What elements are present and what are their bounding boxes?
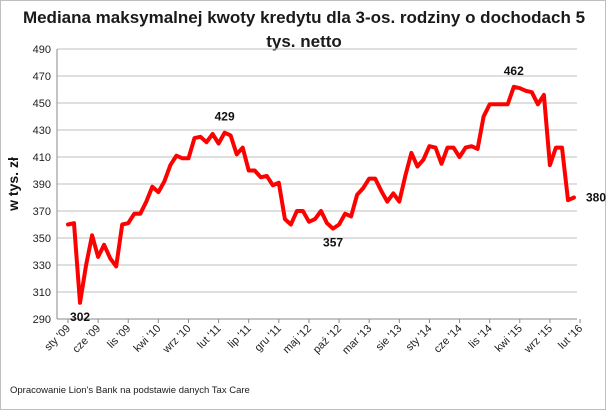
data-label: 380 xyxy=(586,191,606,205)
x-tick-label: sty '09 xyxy=(42,323,73,354)
y-tick-label: 370 xyxy=(33,206,51,218)
y-axis-ticks: 290 310 330 350 370 390 410 430 450 470 490 xyxy=(33,44,51,326)
x-tick-label: maj '12 xyxy=(281,323,314,356)
data-label: 429 xyxy=(215,110,235,124)
source-note: Opracowanie Lion's Bank na podstawie dan… xyxy=(10,385,250,396)
y-tick-label: 350 xyxy=(33,233,51,245)
y-tick-label: 490 xyxy=(33,44,51,56)
y-tick-label: 470 xyxy=(33,71,51,83)
x-tick-label: mar '13 xyxy=(340,323,374,357)
y-tick-label: 450 xyxy=(33,98,51,110)
gridlines xyxy=(56,48,577,320)
x-tick-label: cze '14 xyxy=(432,323,465,356)
x-tick-label: gru '11 xyxy=(252,323,283,354)
x-tick-label: lis '09 xyxy=(105,323,133,351)
y-tick-label: 330 xyxy=(33,260,51,272)
x-tick-label: sty '14 xyxy=(404,323,435,354)
x-tick-label: wrz '15 xyxy=(521,323,555,357)
y-tick-label: 410 xyxy=(33,152,51,164)
x-tick-label: cze '09 xyxy=(70,323,103,356)
y-axis-label: w tys. zł xyxy=(5,157,21,212)
x-tick-label: lut '11 xyxy=(195,323,223,351)
y-tick-label: 290 xyxy=(33,314,51,326)
series-line xyxy=(66,84,576,305)
x-tick-label: lip '11 xyxy=(226,323,254,351)
data-label: 462 xyxy=(504,64,524,78)
x-tick-label: sie '13 xyxy=(374,323,405,354)
x-tick-label: kwi '10 xyxy=(131,323,163,355)
data-label: 357 xyxy=(323,236,343,250)
y-tick-label: 310 xyxy=(33,287,51,299)
y-tick-label: 430 xyxy=(33,125,51,137)
series-polyline xyxy=(66,84,576,305)
x-tick-label: kwi '15 xyxy=(493,323,525,355)
x-tick-label: lut '16 xyxy=(556,323,585,352)
x-tick-label: lis '14 xyxy=(467,323,495,351)
x-tick-label: paź '12 xyxy=(311,323,344,356)
x-tick-label: wrz '10 xyxy=(160,323,194,357)
data-label: 302 xyxy=(70,310,90,324)
y-tick-label: 390 xyxy=(33,179,51,191)
data-labels: 302 429 357 462 380 xyxy=(70,64,606,324)
chart-title: Mediana maksymalnej kwoty kredytu dla 3-… xyxy=(22,8,586,51)
